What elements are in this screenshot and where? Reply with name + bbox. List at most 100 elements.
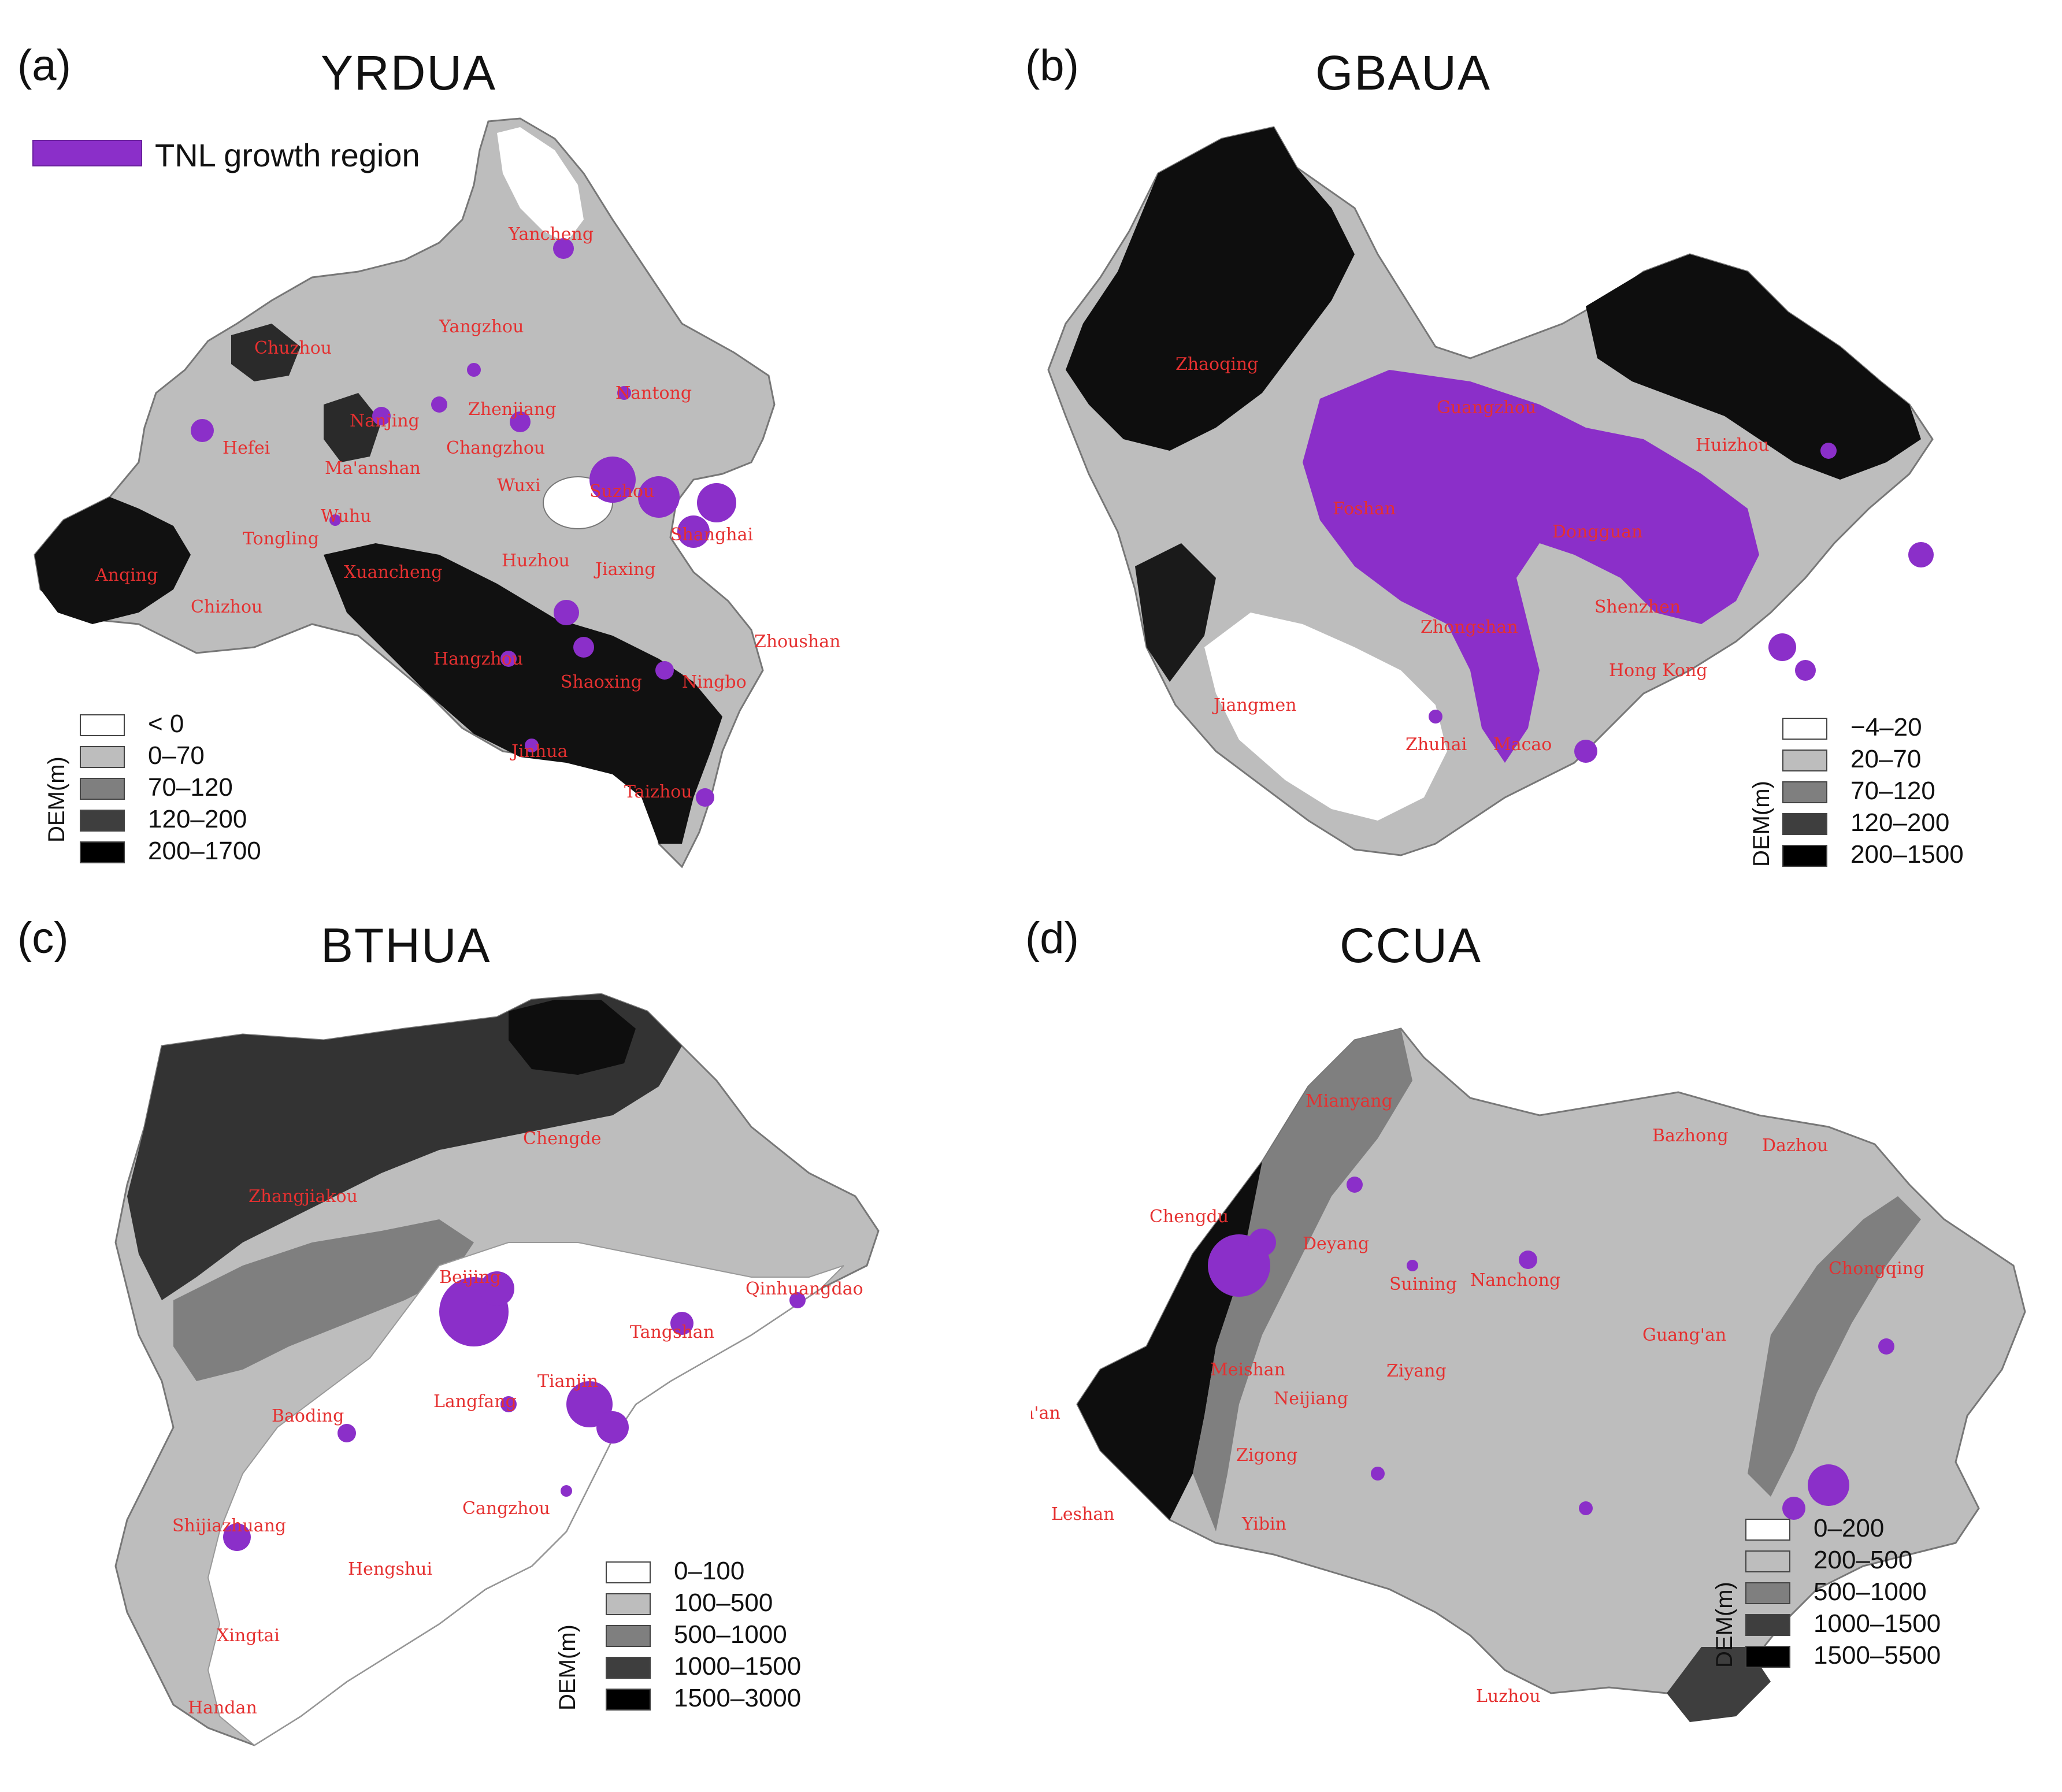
city-label: Nantong bbox=[615, 383, 692, 403]
legend-label: 70–120 bbox=[1850, 777, 1935, 805]
city-label: Ziyang bbox=[1386, 1361, 1447, 1381]
city-label: Luzhou bbox=[1476, 1686, 1541, 1706]
legend-axis-label: DEM(m) bbox=[555, 1624, 580, 1711]
legend-swatch bbox=[80, 746, 125, 768]
legend-swatch bbox=[80, 841, 125, 863]
legend-label: 1500–5500 bbox=[1813, 1641, 1941, 1669]
legend-swatch bbox=[606, 1689, 651, 1711]
city-label: Chuzhou bbox=[254, 338, 332, 358]
city-label: Suzhou bbox=[589, 481, 654, 502]
city-label: Xuancheng bbox=[344, 562, 442, 583]
city-label: Wuxi bbox=[497, 476, 540, 496]
legend-label: 120–200 bbox=[148, 805, 247, 833]
legend-label: −4–20 bbox=[1850, 713, 1922, 741]
legend-label: 500–1000 bbox=[674, 1620, 787, 1649]
legend-label: 70–120 bbox=[148, 773, 233, 802]
city-label: Shijiazhuang bbox=[172, 1516, 286, 1536]
legend-swatch bbox=[80, 810, 125, 832]
panel-letter: (d) bbox=[1025, 914, 1079, 963]
tnl-growth-swatch bbox=[32, 140, 142, 166]
legend-swatch bbox=[606, 1593, 651, 1615]
legend-label: 20–70 bbox=[1850, 745, 1922, 773]
tnl-growth-patches bbox=[1208, 1177, 1894, 1520]
region-mountain-ne bbox=[1586, 254, 1921, 480]
legend-swatch bbox=[1745, 1550, 1790, 1572]
city-label: Huizhou bbox=[1696, 435, 1770, 455]
city-label: Hong Kong bbox=[1609, 661, 1707, 681]
legend-swatch bbox=[1782, 781, 1827, 803]
city-label: Handan bbox=[188, 1698, 257, 1718]
region-lowland-white bbox=[497, 127, 584, 243]
city-label: Shaoxing bbox=[561, 672, 642, 692]
city-label: Baoding bbox=[272, 1406, 344, 1426]
legend-label: 500–1000 bbox=[1813, 1578, 1927, 1606]
city-labels-yrdua: Yancheng Yangzhou Chuzhou Nantong Hefei … bbox=[95, 224, 840, 802]
city-label: Zhaoqing bbox=[1175, 354, 1258, 374]
region-mountain-w bbox=[1135, 543, 1216, 682]
legend-swatch bbox=[606, 1561, 651, 1583]
city-label: Nanjing bbox=[350, 411, 420, 431]
city-label: Ya'an bbox=[1031, 1403, 1060, 1423]
map-bthua: Chengde Zhangjiakou Beijing Qinhuangdao … bbox=[114, 993, 880, 1746]
city-label: Jiangmen bbox=[1212, 695, 1297, 715]
legend-swatch bbox=[80, 778, 125, 800]
legend-axis-label: DEM(m) bbox=[1712, 1582, 1737, 1668]
legend-axis-label: DEM(m) bbox=[1749, 781, 1774, 867]
city-labels-bthua: Chengde Zhangjiakou Beijing Qinhuangdao … bbox=[172, 1129, 863, 1718]
city-label: Anqing bbox=[95, 565, 158, 585]
map-yrdua: Yancheng Yangzhou Chuzhou Nantong Hefei … bbox=[34, 117, 840, 869]
map-gbaua: Zhaoqing Guangzhou Huizhou Foshan Donggu… bbox=[1047, 126, 1934, 856]
city-label: Yibin bbox=[1241, 1514, 1286, 1534]
legend-label: < 0 bbox=[148, 710, 184, 738]
legend-label: 200–1700 bbox=[148, 837, 261, 865]
city-label: Tianjin bbox=[537, 1371, 598, 1392]
legend-label: 1000–1500 bbox=[674, 1652, 802, 1680]
city-label: Yangzhou bbox=[439, 317, 524, 337]
city-label: Zhoushan bbox=[754, 632, 840, 652]
region-mountain-s bbox=[324, 543, 722, 844]
city-label: Cangzhou bbox=[462, 1498, 550, 1519]
city-label: Dongguan bbox=[1552, 522, 1642, 542]
city-labels-gbaua: Zhaoqing Guangzhou Huizhou Foshan Donggu… bbox=[1175, 354, 1770, 755]
legend-label: 120–200 bbox=[1850, 808, 1950, 837]
city-label: Hangzhou bbox=[433, 649, 523, 669]
region-mountain-nw bbox=[231, 324, 301, 381]
legend-swatch bbox=[1745, 1646, 1790, 1668]
city-label: Langfang bbox=[433, 1392, 517, 1412]
tnl-growth-patches bbox=[1303, 370, 1934, 763]
city-label: Zhuhai bbox=[1405, 734, 1467, 755]
city-label: Changzhou bbox=[446, 438, 545, 458]
city-label: Zhangjiakou bbox=[249, 1186, 358, 1207]
city-label: Chengde bbox=[523, 1129, 602, 1149]
region-lowland-white bbox=[1204, 613, 1447, 821]
panel-title: CCUA bbox=[1340, 918, 1482, 973]
city-label: Shenzhen bbox=[1594, 597, 1681, 617]
city-label: Foshan bbox=[1333, 499, 1396, 519]
legend-label: 0–200 bbox=[1813, 1514, 1885, 1542]
city-label: Leshan bbox=[1051, 1504, 1115, 1524]
city-label: Neijiang bbox=[1274, 1389, 1348, 1409]
city-label: Macao bbox=[1493, 734, 1552, 755]
city-label: Ningbo bbox=[682, 672, 747, 692]
tnl-growth-patches bbox=[223, 1271, 806, 1551]
region-mountain-foothill bbox=[1193, 1029, 1412, 1531]
panel-ccua: Mianyang Bazhong Dazhou Chengdu Deyang S… bbox=[1025, 896, 2062, 1792]
region-ridge-east bbox=[1748, 1196, 1921, 1497]
panel-title: BTHUA bbox=[321, 918, 491, 973]
legend-label: 100–500 bbox=[674, 1589, 773, 1617]
region-mountain-south bbox=[1667, 1647, 1771, 1722]
legend-swatch bbox=[80, 714, 125, 736]
legend-label: 200–1500 bbox=[1850, 840, 1964, 869]
city-label: Taizhou bbox=[624, 782, 692, 802]
legend-swatch bbox=[606, 1625, 651, 1647]
legend-label: 0–70 bbox=[148, 741, 205, 770]
region-mountain-nw bbox=[1066, 127, 1355, 451]
region-mountain-peak bbox=[509, 1000, 636, 1075]
legend-label: 1500–3000 bbox=[674, 1684, 802, 1712]
city-label: Nanchong bbox=[1470, 1270, 1560, 1290]
city-label: Hengshui bbox=[348, 1559, 432, 1579]
city-label: Chongqing bbox=[1829, 1259, 1924, 1279]
city-label: Zigong bbox=[1236, 1445, 1297, 1465]
legend-swatch bbox=[1782, 750, 1827, 771]
panel-letter: (a) bbox=[17, 41, 71, 90]
